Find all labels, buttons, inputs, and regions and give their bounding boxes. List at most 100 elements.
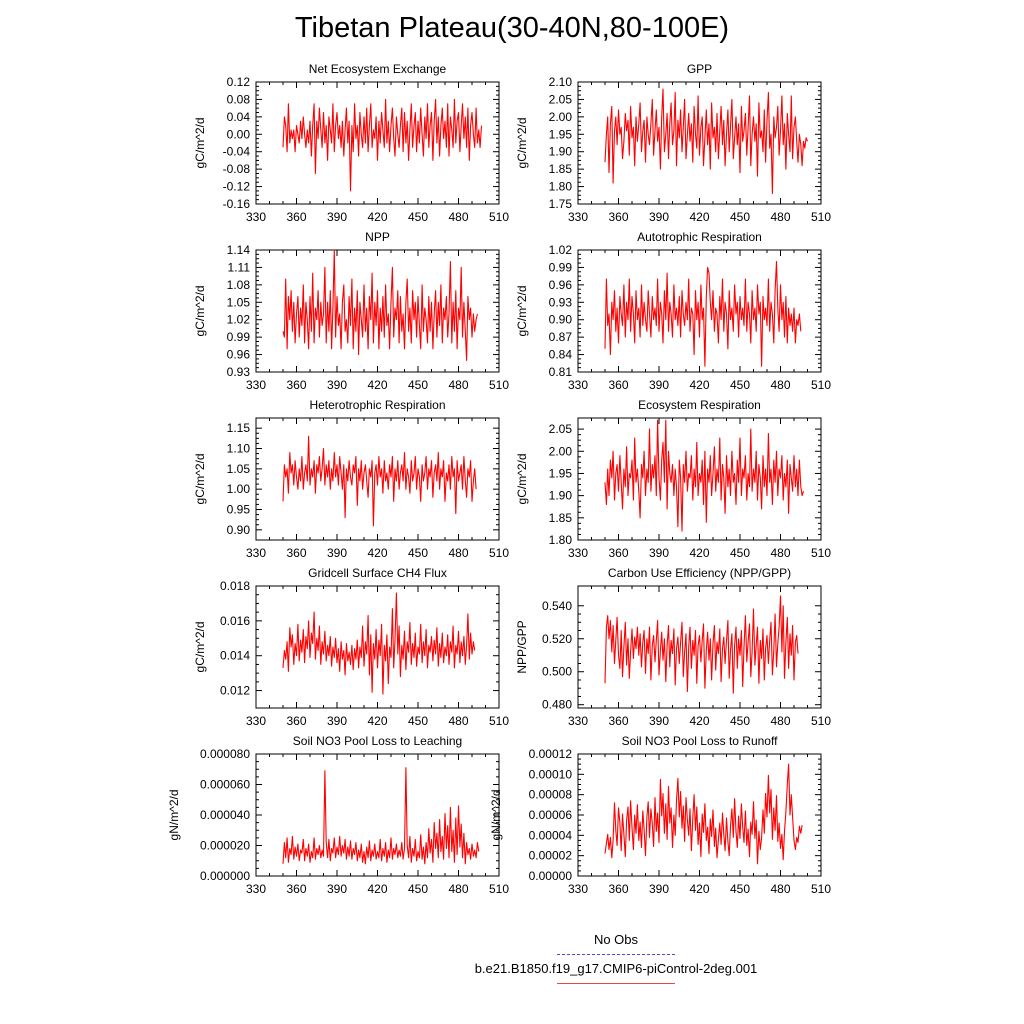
y-tick-label: 0.00008 [529, 788, 573, 802]
y-axis-label: gC/m^2/d [193, 454, 207, 505]
x-tick-label: 450 [730, 714, 750, 728]
x-tick-label: 390 [327, 546, 347, 560]
x-tick-label: 390 [649, 378, 669, 392]
series-line [282, 435, 477, 527]
legend-model-line [557, 983, 675, 984]
legend-obs-line [557, 954, 675, 955]
y-tick-label: 0.08 [227, 92, 251, 106]
plot-frame [577, 249, 822, 373]
chart-panel-4: Autotrophic Respiration 330 360 390 420 450 48… [515, 230, 831, 392]
y-axis-label: gC/m^2/d [515, 286, 529, 337]
legend-model-label: b.e21.B1850.f19_g17.CMIP6-piControl-2deg… [474, 961, 758, 976]
x-tick-label: 450 [408, 210, 428, 224]
y-tick-label: 1.11 [228, 260, 251, 274]
x-tick-label: 420 [367, 882, 387, 896]
series-line [604, 88, 809, 195]
x-tick-label: 330 [568, 378, 588, 392]
y-tick-label: 0.500 [542, 665, 572, 679]
x-tick-label: 360 [608, 378, 628, 392]
x-tick-label: 450 [408, 714, 428, 728]
chart-panel-6: Ecosystem Respiration 330 360 390 420 450 480 5… [515, 398, 831, 560]
x-tick-label: 450 [408, 546, 428, 560]
y-tick-label: 0.96 [227, 348, 251, 362]
x-tick-label: 480 [770, 210, 790, 224]
x-tick-label: 480 [448, 210, 468, 224]
x-tick-label: 420 [689, 714, 709, 728]
y-tick-label: 0.000060 [200, 778, 250, 792]
y-tick-label: 1.95 [549, 466, 573, 480]
panel-title: Carbon Use Efficiency (NPP/GPP) [608, 566, 791, 580]
series-line [604, 261, 802, 367]
y-tick-label: 0.520 [542, 632, 572, 646]
x-tick-label: 420 [367, 378, 387, 392]
y-tick-label: 0.87 [549, 330, 573, 344]
x-tick-label: 360 [286, 378, 306, 392]
x-tick-label: 360 [286, 210, 306, 224]
y-tick-label: 1.75 [549, 197, 573, 211]
x-tick-label: 330 [568, 210, 588, 224]
x-tick-label: 420 [367, 714, 387, 728]
x-tick-label: 330 [246, 882, 266, 896]
y-tick-label: 0.000000 [200, 869, 250, 883]
x-tick-label: 510 [811, 714, 831, 728]
y-tick-label: 1.85 [549, 162, 573, 176]
series-line [604, 419, 805, 532]
y-tick-label: 0.99 [227, 330, 251, 344]
y-tick-label: 0.000020 [200, 839, 250, 853]
y-axis-label: gC/m^2/d [515, 118, 529, 169]
series-line [604, 595, 799, 694]
x-tick-label: 360 [608, 714, 628, 728]
x-tick-label: 330 [246, 546, 266, 560]
y-tick-label: 0.93 [227, 365, 251, 379]
chart-panel-3: NPP 330 360 390 420 450 480 510 1.14 1.11 1.08 1.05… [193, 230, 509, 392]
y-axis-label: gC/m^2/d [193, 286, 207, 337]
y-tick-label: 0.93 [549, 295, 573, 309]
x-tick-label: 480 [448, 882, 468, 896]
y-tick-label: 0.480 [542, 698, 572, 712]
x-tick-label: 450 [408, 882, 428, 896]
series-line [282, 767, 480, 865]
y-tick-label: -0.04 [223, 145, 251, 159]
x-tick-label: 510 [489, 714, 509, 728]
x-tick-label: 510 [489, 378, 509, 392]
chart-panel-1: Net Ecosystem Exchange 330 360 390 420 450 480… [193, 62, 509, 224]
y-tick-label: 1.15 [227, 421, 251, 435]
y-tick-label: 0.90 [227, 523, 251, 537]
y-tick-label: 1.02 [549, 243, 573, 257]
y-tick-label: 1.05 [227, 295, 251, 309]
x-tick-label: 390 [649, 882, 669, 896]
y-tick-label: 1.85 [549, 511, 573, 525]
y-axis-label: gN/m^2/d [489, 790, 503, 841]
y-tick-label: 0.000080 [200, 747, 250, 761]
x-tick-label: 420 [367, 210, 387, 224]
chart-panel-2: GPP 330 360 390 420 450 480 510 2.10 2.05 2.00 1.95… [515, 62, 831, 224]
plot-frame [577, 585, 822, 709]
y-tick-label: 0.00010 [529, 767, 573, 781]
x-tick-label: 450 [730, 546, 750, 560]
panel-title: Soil NO3 Pool Loss to Leaching [293, 734, 462, 748]
x-tick-label: 480 [448, 378, 468, 392]
y-tick-label: 0.95 [227, 503, 251, 517]
chart-panel-7: Gridcell Surface CH4 Flux 330 360 390 420 450… [193, 566, 509, 728]
y-axis-label: gC/m^2/d [193, 622, 207, 673]
y-tick-label: 0.012 [220, 684, 250, 698]
x-tick-label: 510 [811, 378, 831, 392]
y-tick-label: 0.014 [220, 649, 250, 663]
y-tick-label: 2.00 [549, 444, 573, 458]
y-tick-label: 0.99 [549, 260, 573, 274]
y-tick-label: 2.10 [549, 75, 573, 89]
y-tick-label: 0.04 [227, 110, 251, 124]
x-tick-label: 510 [811, 546, 831, 560]
x-tick-label: 360 [286, 882, 306, 896]
y-tick-label: 1.10 [227, 442, 251, 456]
y-tick-label: 1.95 [549, 127, 573, 141]
y-axis-label: gC/m^2/d [193, 118, 207, 169]
y-tick-label: 1.80 [549, 533, 573, 547]
x-tick-label: 480 [448, 546, 468, 560]
y-tick-label: 0.000040 [200, 808, 250, 822]
x-tick-label: 390 [327, 210, 347, 224]
plot-frame [255, 81, 500, 205]
x-tick-label: 330 [568, 546, 588, 560]
y-tick-label: 2.00 [549, 110, 573, 124]
